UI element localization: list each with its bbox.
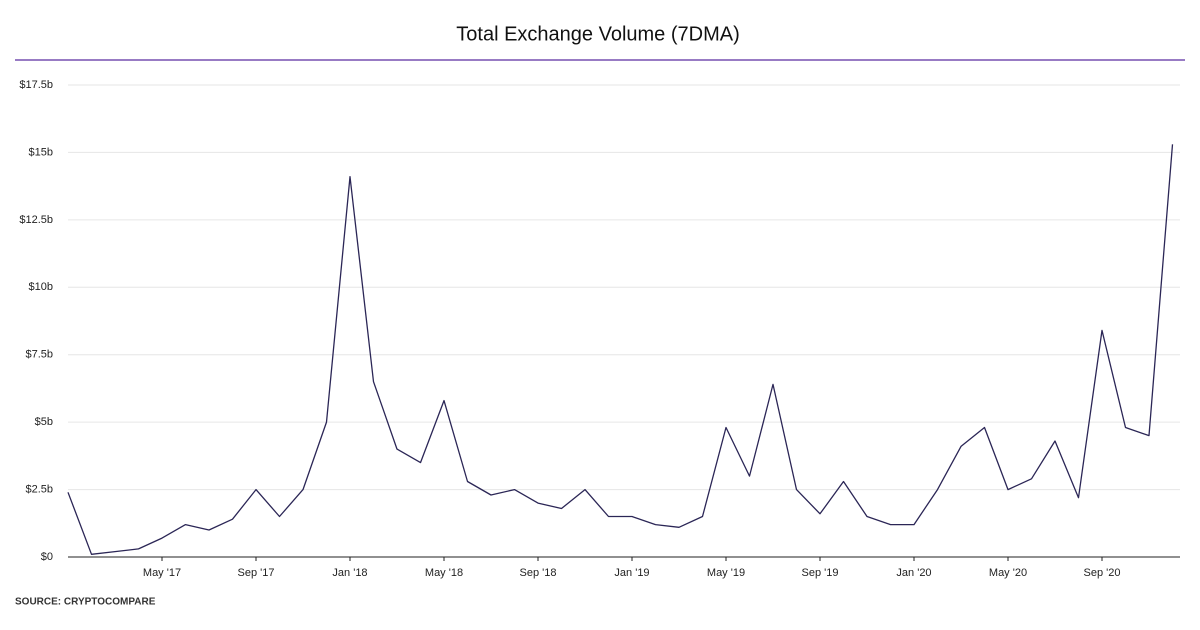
x-tick-label: Sep '19 (802, 567, 839, 579)
x-tick-label: Jan '19 (614, 567, 649, 579)
y-tick-label: $12.5b (19, 214, 53, 226)
x-tick-label: Sep '17 (238, 567, 275, 579)
x-tick-label: Jan '20 (896, 567, 931, 579)
y-tick-label: $10b (29, 281, 53, 293)
x-tick-label: May '17 (143, 567, 181, 579)
x-tick-label: May '19 (707, 567, 745, 579)
data-line (67, 144, 1174, 555)
x-tick-label: May '18 (425, 567, 463, 579)
x-tick-label: Sep '18 (520, 567, 557, 579)
x-tick-label: Jan '18 (332, 567, 367, 579)
source-note: SOURCE: CRYPTOCOMPARE (15, 597, 156, 608)
y-tick-label: $7.5b (25, 349, 53, 361)
y-tick-label: $17.5b (19, 79, 53, 91)
y-tick-label: $15b (29, 146, 53, 158)
x-tick-label: Sep '20 (1084, 567, 1121, 579)
x-tick-label: May '20 (989, 567, 1027, 579)
chart-title: Total Exchange Volume (7DMA) (456, 23, 739, 45)
y-tick-label: $2.5b (25, 483, 53, 495)
y-tick-label: $0 (41, 551, 53, 563)
y-tick-label: $5b (35, 416, 53, 428)
